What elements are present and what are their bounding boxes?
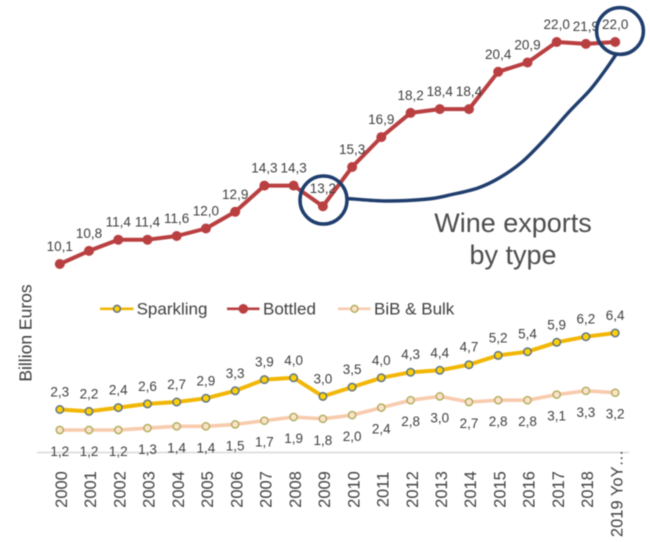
svg-text:22,0: 22,0 bbox=[544, 17, 570, 32]
svg-text:10,1: 10,1 bbox=[47, 239, 73, 254]
svg-text:Bottled: Bottled bbox=[263, 300, 316, 319]
svg-text:6,4: 6,4 bbox=[606, 308, 625, 323]
svg-text:4,0: 4,0 bbox=[372, 353, 391, 368]
svg-text:2,3: 2,3 bbox=[50, 385, 69, 400]
svg-text:2006: 2006 bbox=[228, 471, 246, 508]
svg-text:6,2: 6,2 bbox=[577, 312, 596, 327]
svg-text:13,2: 13,2 bbox=[310, 181, 336, 196]
svg-text:1,8: 1,8 bbox=[314, 433, 333, 448]
svg-text:2,6: 2,6 bbox=[138, 379, 157, 394]
svg-text:1,3: 1,3 bbox=[138, 442, 157, 457]
svg-text:1,4: 1,4 bbox=[197, 440, 216, 455]
svg-text:4,0: 4,0 bbox=[284, 353, 303, 368]
svg-text:Billion Euros: Billion Euros bbox=[16, 284, 36, 382]
svg-text:2014: 2014 bbox=[462, 471, 480, 508]
svg-text:15,3: 15,3 bbox=[339, 142, 365, 157]
svg-text:11,4: 11,4 bbox=[135, 215, 161, 230]
svg-text:20,9: 20,9 bbox=[514, 38, 540, 53]
svg-text:1,7: 1,7 bbox=[255, 435, 274, 450]
svg-text:18,4: 18,4 bbox=[456, 84, 483, 99]
svg-text:12,9: 12,9 bbox=[222, 187, 248, 202]
svg-text:4,7: 4,7 bbox=[460, 340, 479, 355]
svg-text:Sparkling: Sparkling bbox=[137, 300, 208, 319]
svg-text:3,9: 3,9 bbox=[255, 355, 274, 370]
svg-text:4,3: 4,3 bbox=[401, 347, 420, 362]
svg-text:2018: 2018 bbox=[579, 471, 597, 508]
svg-text:2004: 2004 bbox=[170, 471, 188, 508]
svg-text:2017: 2017 bbox=[550, 471, 568, 508]
svg-text:2,8: 2,8 bbox=[489, 414, 508, 429]
svg-text:2010: 2010 bbox=[345, 471, 363, 508]
svg-text:1,2: 1,2 bbox=[109, 444, 128, 459]
svg-text:2,2: 2,2 bbox=[80, 386, 99, 401]
svg-text:3,5: 3,5 bbox=[343, 362, 362, 377]
svg-text:by type: by type bbox=[469, 240, 556, 270]
svg-text:3,3: 3,3 bbox=[577, 405, 596, 420]
svg-text:12,0: 12,0 bbox=[193, 204, 219, 219]
svg-text:2,0: 2,0 bbox=[343, 429, 362, 444]
svg-text:2,8: 2,8 bbox=[518, 414, 537, 429]
svg-text:2,7: 2,7 bbox=[167, 377, 186, 392]
svg-text:BiB & Bulk: BiB & Bulk bbox=[374, 300, 455, 319]
svg-text:20,4: 20,4 bbox=[485, 47, 512, 62]
svg-text:2001: 2001 bbox=[82, 471, 100, 508]
svg-text:18,4: 18,4 bbox=[427, 84, 454, 99]
svg-text:2012: 2012 bbox=[404, 471, 422, 508]
svg-text:2007: 2007 bbox=[258, 471, 276, 508]
svg-text:2019 YoY…: 2019 YoY… bbox=[608, 450, 626, 537]
svg-text:2005: 2005 bbox=[199, 471, 217, 508]
svg-text:21,9: 21,9 bbox=[573, 19, 599, 34]
svg-text:2000: 2000 bbox=[53, 471, 71, 508]
svg-text:5,4: 5,4 bbox=[518, 327, 537, 342]
svg-text:11,6: 11,6 bbox=[164, 211, 189, 226]
svg-text:2,8: 2,8 bbox=[401, 414, 420, 429]
svg-text:3,0: 3,0 bbox=[314, 371, 333, 386]
svg-text:3,1: 3,1 bbox=[547, 409, 566, 424]
svg-text:1,9: 1,9 bbox=[284, 431, 303, 446]
svg-text:10,8: 10,8 bbox=[76, 226, 102, 241]
svg-text:2011: 2011 bbox=[375, 472, 393, 507]
svg-text:Wine exports: Wine exports bbox=[434, 208, 592, 238]
svg-text:5,2: 5,2 bbox=[489, 330, 508, 345]
svg-text:2015: 2015 bbox=[491, 471, 509, 508]
svg-text:4,4: 4,4 bbox=[430, 345, 449, 360]
svg-text:16,9: 16,9 bbox=[368, 112, 394, 127]
svg-text:5,9: 5,9 bbox=[547, 317, 566, 332]
svg-text:3,3: 3,3 bbox=[226, 366, 245, 381]
svg-text:1,2: 1,2 bbox=[50, 444, 69, 459]
svg-text:3,2: 3,2 bbox=[606, 407, 625, 422]
svg-text:2002: 2002 bbox=[112, 471, 130, 508]
svg-text:2016: 2016 bbox=[521, 471, 539, 508]
svg-text:2003: 2003 bbox=[141, 471, 159, 508]
svg-text:3,0: 3,0 bbox=[430, 410, 449, 425]
svg-text:2009: 2009 bbox=[316, 471, 334, 508]
svg-text:1,4: 1,4 bbox=[167, 440, 186, 455]
svg-text:1,5: 1,5 bbox=[226, 438, 245, 453]
svg-text:2,4: 2,4 bbox=[372, 422, 391, 437]
svg-text:1,2: 1,2 bbox=[80, 444, 99, 459]
svg-text:2,9: 2,9 bbox=[197, 373, 216, 388]
svg-text:2013: 2013 bbox=[433, 471, 451, 508]
svg-text:14,3: 14,3 bbox=[280, 161, 306, 176]
svg-text:18,2: 18,2 bbox=[397, 88, 423, 103]
svg-text:2,4: 2,4 bbox=[109, 383, 128, 398]
svg-text:11,4: 11,4 bbox=[106, 215, 132, 230]
svg-text:2008: 2008 bbox=[287, 471, 305, 508]
svg-text:2,7: 2,7 bbox=[460, 416, 479, 431]
svg-text:14,3: 14,3 bbox=[251, 161, 277, 176]
svg-text:22,0: 22,0 bbox=[602, 17, 628, 32]
